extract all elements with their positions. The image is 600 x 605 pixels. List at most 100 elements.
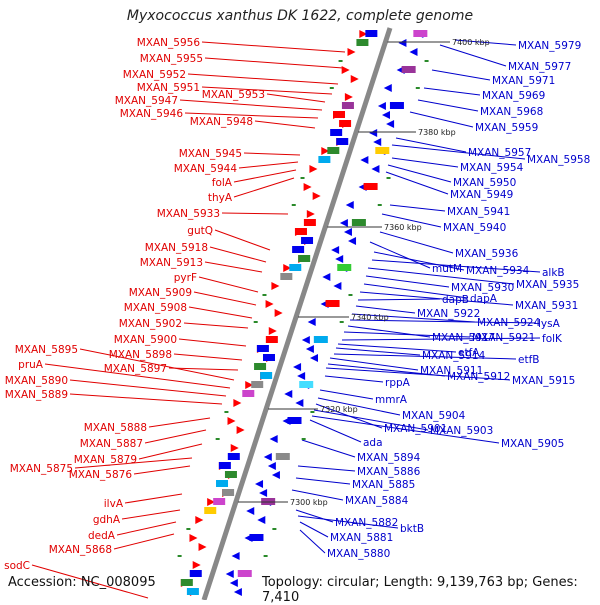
gene-label[interactable]: dapA [470, 293, 498, 305]
gene-label[interactable]: MXAN_5902 [119, 318, 182, 330]
gene-label[interactable]: MXAN_5935 [516, 279, 579, 291]
gene-label[interactable]: MXAN_5930 [451, 282, 514, 294]
gene-label[interactable]: lysA [538, 318, 561, 330]
gene-feature [413, 30, 428, 37]
gene-label[interactable]: MXAN_5954 [460, 162, 524, 174]
gene-label[interactable]: MXAN_5890 [5, 375, 68, 387]
gene-label[interactable]: MXAN_5909 [129, 287, 192, 299]
gene-label[interactable]: etfA [458, 347, 480, 359]
gene-label[interactable]: MXAN_5922 [417, 308, 480, 320]
gene-label[interactable]: MXAN_5947 [115, 95, 178, 107]
gene-label[interactable]: MXAN_5957 [468, 147, 531, 159]
gene-label[interactable]: MXAN_5894 [357, 452, 421, 464]
gene-label[interactable]: MXAN_5903 [430, 425, 493, 437]
gene-feature [293, 363, 302, 371]
gene-label[interactable]: MXAN_5914 [422, 350, 486, 362]
gene-label[interactable]: MXAN_5951 [137, 82, 200, 94]
gene-label[interactable]: MXAN_5959 [475, 122, 538, 134]
gene-label[interactable]: folK [542, 333, 563, 345]
gene-feature [333, 111, 346, 118]
gene-label[interactable]: MXAN_5950 [453, 177, 516, 189]
gene-label[interactable]: MXAN_5881 [330, 532, 393, 544]
gene-feature [245, 381, 254, 389]
gene-label[interactable]: alkB [542, 267, 565, 279]
gene-label[interactable]: MXAN_5900 [114, 334, 177, 346]
gene-label[interactable]: MXAN_5913 [140, 257, 203, 269]
gene-label[interactable]: MXAN_5917 [432, 332, 495, 344]
gene-label[interactable]: MXAN_5888 [84, 422, 147, 434]
gene-feature [265, 300, 274, 308]
gene-feature [287, 417, 302, 424]
gene-label[interactable]: MXAN_5979 [518, 40, 581, 52]
leader-line [133, 465, 191, 475]
gene-label[interactable]: etfB [518, 354, 539, 366]
gene-label[interactable]: ilvA [104, 498, 124, 510]
gene-label[interactable]: pyrF [174, 272, 197, 284]
gene-label[interactable]: MXAN_5931 [515, 300, 578, 312]
gene-label[interactable]: MXAN_5876 [69, 469, 133, 481]
gene-label[interactable]: MXAN_5884 [345, 495, 409, 507]
gene-label[interactable]: MXAN_5868 [49, 544, 112, 556]
gene-label[interactable]: MXAN_5968 [480, 106, 543, 118]
gene-label[interactable]: pruA [18, 359, 44, 371]
gene-label[interactable]: MXAN_5918 [145, 242, 208, 254]
gene-label[interactable]: MXAN_5934 [466, 265, 530, 277]
gene-label[interactable]: dapB [442, 294, 469, 306]
gene-label[interactable]: MXAN_5944 [174, 163, 238, 175]
gene-label[interactable]: MXAN_5885 [352, 479, 415, 491]
gene-label[interactable]: gutQ [187, 225, 213, 237]
gene-label[interactable]: gdhA [93, 514, 121, 526]
gene-label[interactable]: MXAN_5879 [74, 454, 137, 466]
gene-label[interactable]: MXAN_5908 [124, 302, 187, 314]
gene-feature [303, 219, 316, 226]
gene-label[interactable]: MXAN_5887 [80, 438, 143, 450]
gene-label[interactable]: MXAN_5924 [477, 317, 541, 329]
gene-feature [409, 48, 418, 56]
gene-label[interactable]: MXAN_5948 [190, 116, 253, 128]
gene-label[interactable]: folA [212, 177, 233, 189]
gene-label[interactable]: MXAN_5886 [357, 466, 421, 478]
gene-label[interactable]: MXAN_5956 [137, 37, 201, 49]
gene-label[interactable]: MXAN_5897 [104, 363, 167, 375]
gene-label[interactable]: MXAN_5946 [120, 108, 184, 120]
gene-label[interactable]: MXAN_5898 [109, 349, 172, 361]
gene-label[interactable]: MXAN_5912 [447, 371, 510, 383]
gene-label[interactable]: MXAN_5941 [447, 206, 510, 218]
gene-label[interactable]: MXAN_5955 [140, 53, 203, 65]
gene-label[interactable]: MXAN_5889 [5, 389, 68, 401]
gene-label[interactable]: MXAN_5875 [10, 463, 73, 475]
gene-feature [345, 201, 354, 209]
gene-label[interactable]: rppA [385, 377, 411, 389]
gene-label[interactable]: MXAN_5921 [472, 332, 535, 344]
gene-label[interactable]: ada [363, 437, 383, 449]
gene-label[interactable]: MXAN_5904 [402, 410, 466, 422]
gene-feature [373, 138, 382, 146]
gene-label[interactable]: MXAN_5945 [179, 148, 242, 160]
gene-label[interactable]: MXAN_5933 [157, 208, 220, 220]
gene-label[interactable]: mutM [432, 263, 462, 275]
gene-label[interactable]: MXAN_5882 [335, 517, 398, 529]
gene-label[interactable]: bktB [400, 523, 424, 535]
gene-label[interactable]: thyA [208, 192, 233, 204]
gene-label[interactable]: dedA [88, 530, 116, 542]
gene-label[interactable]: MXAN_5936 [455, 248, 519, 260]
gene-label[interactable]: MXAN_5915 [512, 375, 575, 387]
gene-label[interactable]: MXAN_5905 [501, 438, 564, 450]
gene-label[interactable]: MXAN_5901 [384, 423, 447, 435]
gene-label[interactable]: MXAN_5969 [482, 90, 545, 102]
gene-label[interactable]: MXAN_5911 [420, 365, 483, 377]
leader-line [238, 161, 299, 169]
gene-label[interactable]: MXAN_5895 [15, 344, 78, 356]
leader-line [183, 322, 249, 329]
gene-label[interactable]: MXAN_5880 [327, 548, 390, 560]
gene-label[interactable]: MXAN_5949 [450, 189, 513, 201]
gene-label[interactable]: MXAN_5953 [202, 89, 265, 101]
gene-label[interactable]: MXAN_5977 [508, 61, 571, 73]
gene-label[interactable]: MXAN_5971 [492, 75, 555, 87]
gene-label[interactable]: MXAN_5952 [123, 69, 186, 81]
gene-label[interactable]: mmrA [375, 394, 408, 406]
gene-label[interactable]: MXAN_5958 [527, 154, 590, 166]
gene-label[interactable]: sodC [4, 560, 30, 572]
gene-label[interactable]: MXAN_5940 [443, 222, 506, 234]
leader-line [319, 389, 374, 400]
